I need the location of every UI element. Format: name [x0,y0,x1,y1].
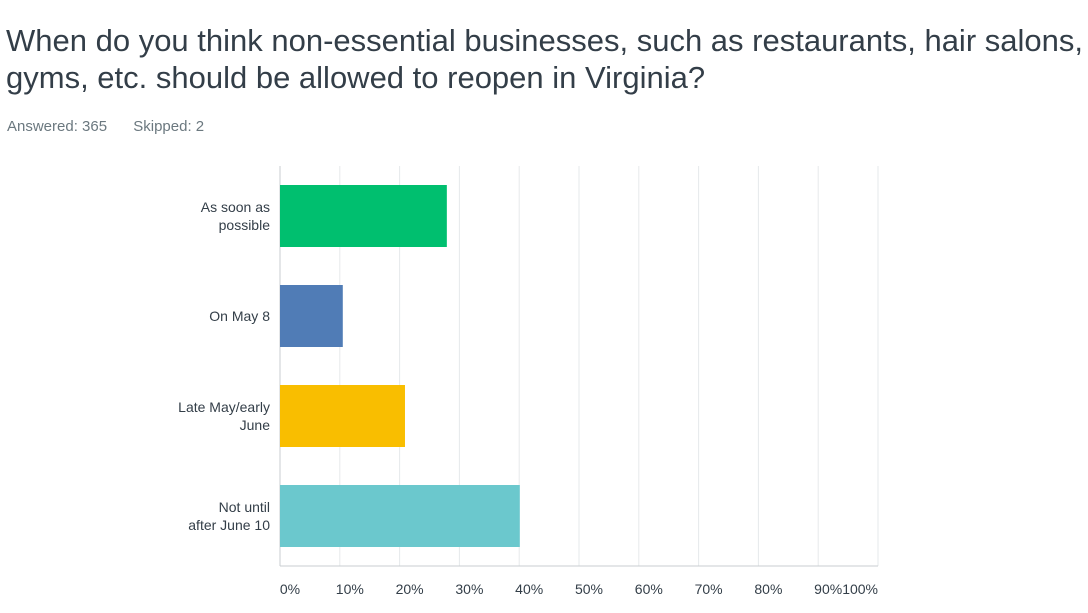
category-label: Late May/early [178,399,270,415]
category-label: possible [219,217,271,233]
category-label: June [240,417,271,433]
tick-label: 90% [814,581,842,597]
skipped-count: Skipped: 2 [133,118,205,135]
tick-label: 0% [280,581,300,597]
bar[interactable] [280,185,447,247]
survey-question: When do you think non-essential business… [6,22,1088,96]
tick-label: 30% [455,581,483,597]
category-label: On May 8 [209,308,270,324]
response-stats: Answered: 365 Skipped: 2 [7,118,226,135]
question-line-2: gyms, etc. should be allowed to reopen i… [6,60,706,95]
category-label: As soon as [201,199,270,215]
tick-label: 10% [336,581,364,597]
bar[interactable] [280,485,520,547]
answered-count: Answered: 365 [7,118,108,135]
tick-label: 50% [575,581,603,597]
tick-label: 40% [515,581,543,597]
category-label: after June 10 [188,517,270,533]
tick-label: 80% [754,581,782,597]
question-line-1: When do you think non-essential business… [6,23,1083,58]
tick-label: 70% [695,581,723,597]
tick-label: 20% [396,581,424,597]
category-labels: As soon as possible On May 8 Late May/early… [178,199,270,533]
bar[interactable] [280,385,405,447]
bars [280,185,520,547]
tick-labels: 0% 10% 20% 30% 40% 50% 60% 70% 80% 90% 100% [280,581,878,597]
tick-label: 100% [842,581,878,597]
bar[interactable] [280,285,343,347]
category-label: Not until [219,499,270,515]
tick-label: 60% [635,581,663,597]
